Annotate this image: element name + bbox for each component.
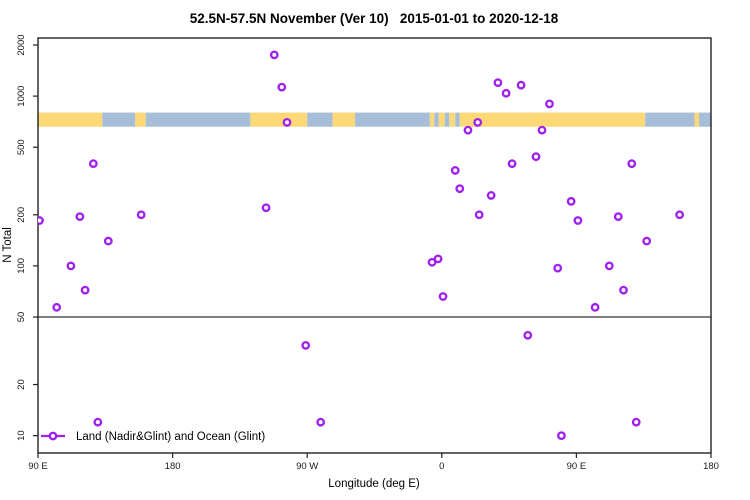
chart-title: 52.5N-57.5N November (Ver 10) 2015-01-01… <box>190 11 559 26</box>
y-tick-label: 1000 <box>16 86 27 107</box>
data-point <box>675 210 684 220</box>
x-tick-label: 180 <box>703 461 719 472</box>
data-point <box>507 159 517 169</box>
y-tick-label: 2000 <box>16 34 27 55</box>
x-tick-label: 0 <box>439 461 444 472</box>
y-tick-label: 100 <box>16 258 27 274</box>
map-band-segment-ocean <box>102 112 136 127</box>
map-band-segment-ocean <box>455 112 460 127</box>
data-point <box>531 152 541 162</box>
data-point <box>493 78 503 88</box>
data-point <box>80 285 90 295</box>
data-point <box>516 80 526 90</box>
data-point <box>38 216 44 225</box>
plot-border <box>37 37 712 454</box>
x-axis-label: Longitude (deg E) <box>328 478 420 490</box>
data-point <box>566 196 576 206</box>
data-point <box>88 159 98 169</box>
map-band-segment-land <box>438 112 445 127</box>
data-point <box>486 191 496 200</box>
y-tick-label: 500 <box>16 139 27 155</box>
data-point <box>450 166 460 175</box>
y-tick-label: 20 <box>16 379 27 390</box>
data-point <box>627 159 637 169</box>
map-band-segment-land <box>135 112 146 127</box>
map-band-segment-ocean <box>145 112 251 127</box>
data-point <box>301 341 311 350</box>
map-band-segment-land <box>250 112 308 127</box>
y-tick-label: 200 <box>16 207 27 223</box>
map-band-segment-land <box>449 112 456 127</box>
data-point <box>537 125 547 135</box>
legend-marker-circle <box>48 431 58 441</box>
data-point <box>619 285 628 295</box>
data-point <box>261 203 271 213</box>
data-point <box>604 261 614 271</box>
data-point <box>52 302 62 312</box>
data-point <box>523 330 533 340</box>
data-point <box>455 184 465 194</box>
data-point <box>103 236 113 246</box>
data-point <box>553 263 563 273</box>
y-axis-label: N Total <box>2 227 14 263</box>
map-band-segment-ocean <box>434 112 439 127</box>
map-band-segment-ocean <box>444 112 450 127</box>
data-points <box>38 50 684 441</box>
data-point <box>93 417 103 427</box>
map-band-segment-land <box>429 112 435 127</box>
plot-marks: 90 E 180 90 W 0 90 E 180 10 20 50 100 200 500 1000 20… <box>16 34 719 472</box>
data-point <box>438 292 448 301</box>
x-tick-label: 90 W <box>296 461 318 472</box>
map-band-segment-ocean <box>645 112 695 127</box>
data-point <box>642 236 652 246</box>
data-point <box>501 88 511 98</box>
map-band-segment-land <box>332 112 356 127</box>
data-point <box>427 257 437 267</box>
data-point <box>463 125 473 135</box>
data-point <box>433 254 443 264</box>
data-point <box>613 212 623 222</box>
data-point <box>316 417 326 427</box>
data-point <box>66 261 76 271</box>
data-point <box>75 212 85 222</box>
data-point <box>282 118 292 127</box>
data-point <box>473 118 483 127</box>
data-point <box>269 50 279 60</box>
x-tick-label: 180 <box>165 461 181 472</box>
data-point <box>573 216 583 225</box>
data-point <box>136 210 146 220</box>
data-point <box>631 417 641 427</box>
map-band-segment-ocean <box>307 112 333 127</box>
data-point <box>474 210 484 220</box>
data-point <box>557 431 566 441</box>
map-band-segment-land <box>459 112 646 127</box>
y-tick-label: 10 <box>16 430 27 441</box>
map-band-segment-land <box>38 112 103 127</box>
map-band-segment-ocean <box>699 112 711 127</box>
map-band-segment-land <box>694 112 700 127</box>
data-point <box>277 82 287 92</box>
y-tick-label: 50 <box>16 312 27 323</box>
data-point <box>545 99 554 109</box>
map-band-segment-ocean <box>355 112 430 127</box>
x-tick-label: 90 E <box>567 461 587 472</box>
x-tick-label: 90 E <box>28 461 48 472</box>
data-point <box>590 302 600 312</box>
legend-label: Land (Nadir&Glint) and Ocean (Glint) <box>76 431 265 443</box>
